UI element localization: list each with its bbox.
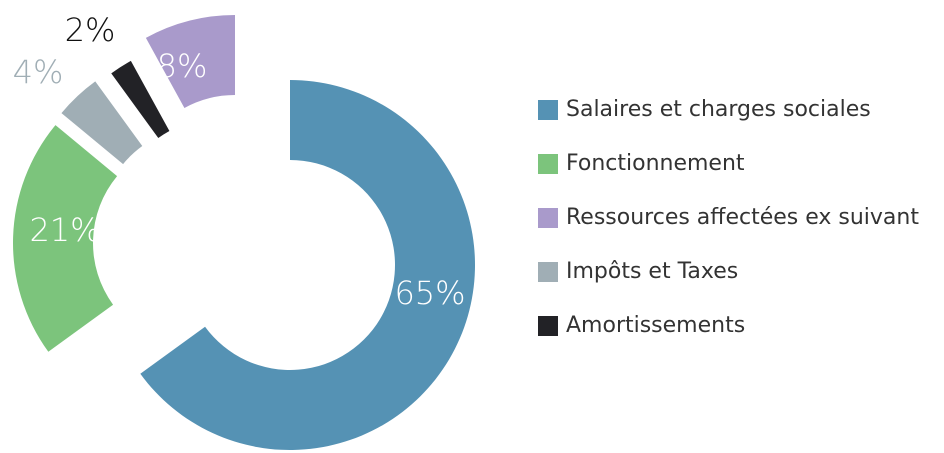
legend-swatch xyxy=(538,154,558,174)
donut-slice xyxy=(111,60,170,139)
slice-label: 8% xyxy=(157,47,208,85)
donut-slice xyxy=(145,15,235,108)
donut-slice xyxy=(140,80,476,451)
slice-label: 21% xyxy=(29,211,100,249)
legend-label: Fonctionnement xyxy=(566,151,745,176)
legend-swatch xyxy=(538,208,558,228)
legend-swatch xyxy=(538,316,558,336)
legend-label: Ressources affectées ex suivant xyxy=(566,205,919,230)
slice-label: 2% xyxy=(65,11,116,49)
slice-label: 4% xyxy=(13,53,64,91)
legend-label: Amortissements xyxy=(566,313,745,338)
legend-label: Impôts et Taxes xyxy=(566,259,738,284)
legend-swatch xyxy=(538,100,558,120)
donut-slice xyxy=(13,125,118,352)
legend-label: Salaires et charges sociales xyxy=(566,97,871,122)
legend-swatch xyxy=(538,262,558,282)
slice-label: 65% xyxy=(394,274,465,312)
donut-slice xyxy=(61,81,143,165)
